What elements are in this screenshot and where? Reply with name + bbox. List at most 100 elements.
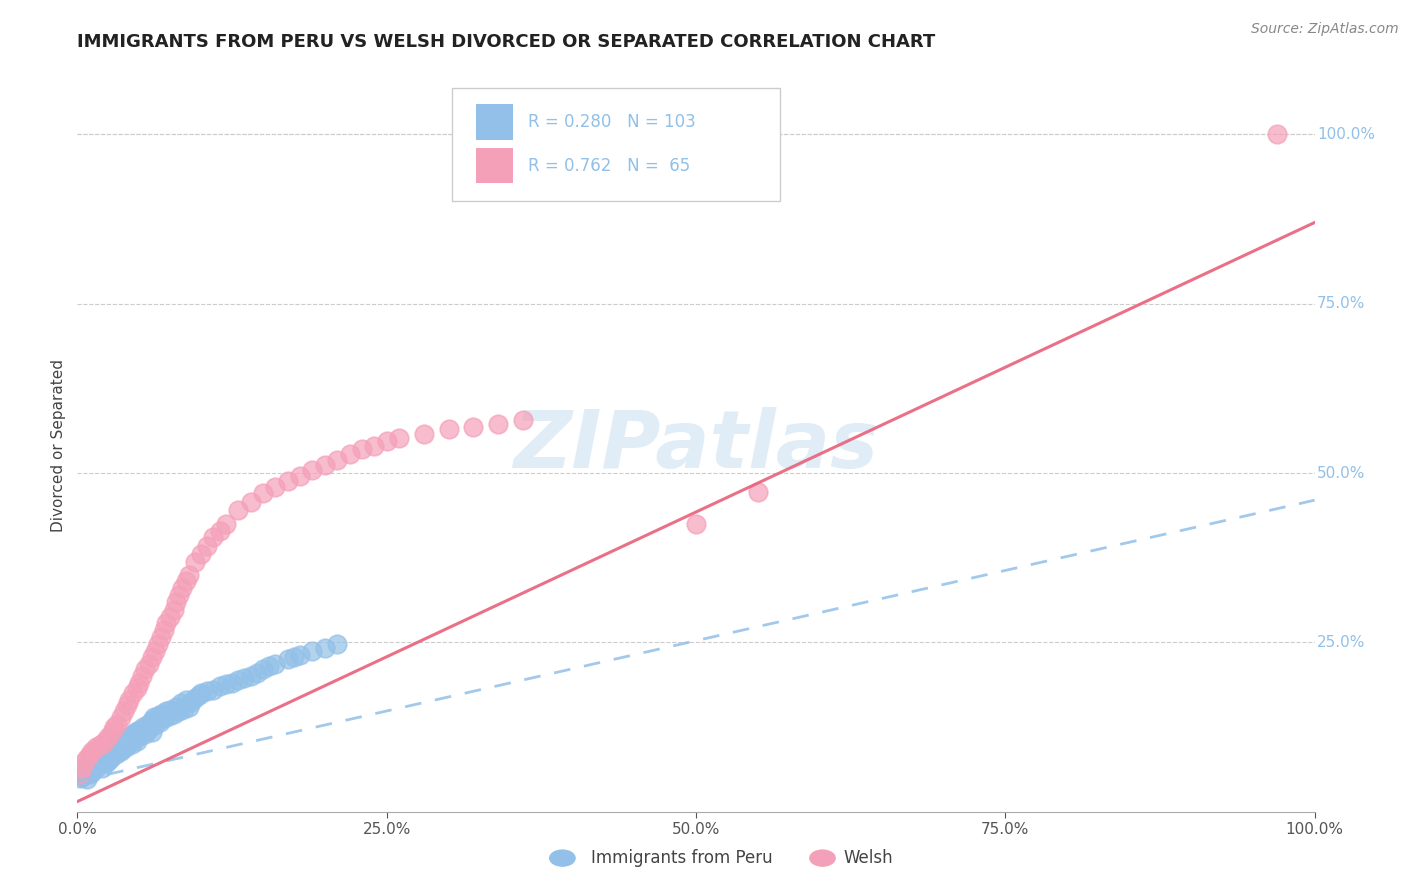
Point: [288, 469, 311, 483]
Point: [132, 720, 155, 734]
Point: [105, 740, 128, 755]
Point: [89, 754, 111, 768]
Point: [136, 723, 159, 738]
Point: [114, 740, 136, 755]
Point: [122, 686, 145, 700]
Point: [233, 671, 256, 685]
Point: [125, 733, 148, 747]
Point: [685, 516, 707, 531]
Point: [138, 716, 160, 731]
Point: [124, 724, 146, 739]
Text: Immigrants from Peru: Immigrants from Peru: [591, 849, 772, 867]
Point: [115, 730, 138, 744]
Point: [437, 422, 460, 436]
Point: [150, 706, 173, 721]
Point: [118, 733, 141, 747]
Point: [131, 669, 153, 683]
Point: [122, 731, 145, 746]
Point: [122, 727, 145, 741]
Text: 50.0%: 50.0%: [1317, 466, 1365, 481]
Point: [301, 463, 323, 477]
Point: [143, 643, 166, 657]
Point: [82, 765, 104, 780]
Point: [363, 439, 385, 453]
Text: 100.0%: 100.0%: [1317, 127, 1375, 142]
Point: [105, 716, 128, 731]
Point: [146, 708, 169, 723]
Point: [221, 676, 243, 690]
Point: [190, 547, 212, 561]
Point: [69, 767, 91, 781]
Point: [97, 730, 120, 744]
Point: [110, 744, 132, 758]
Point: [86, 750, 108, 764]
Point: [350, 442, 373, 457]
Point: [72, 765, 94, 780]
Point: [195, 539, 218, 553]
Point: [155, 705, 177, 719]
Point: [208, 680, 231, 694]
Point: [159, 703, 181, 717]
Point: [138, 657, 160, 671]
Point: [134, 663, 156, 677]
Point: [96, 744, 118, 758]
Point: [84, 761, 107, 775]
Point: [215, 677, 238, 691]
Point: [111, 742, 134, 756]
Point: [72, 761, 94, 775]
Point: [97, 747, 120, 761]
Point: [153, 624, 176, 638]
Point: [187, 688, 209, 702]
Point: [131, 724, 153, 739]
Point: [76, 772, 98, 787]
Point: [177, 699, 200, 714]
Point: [79, 750, 101, 764]
Point: [103, 745, 125, 759]
Point: [103, 720, 125, 734]
Point: [103, 737, 125, 751]
Point: [93, 733, 115, 747]
Point: [326, 452, 349, 467]
Point: [87, 757, 110, 772]
Point: [128, 729, 150, 743]
Point: [149, 715, 172, 730]
Point: [314, 458, 336, 472]
Point: [252, 663, 274, 677]
Point: [93, 752, 115, 766]
Point: [82, 744, 104, 758]
Point: [165, 595, 187, 609]
Point: [246, 665, 269, 680]
Point: [98, 742, 121, 756]
Point: [84, 752, 107, 766]
Point: [128, 676, 150, 690]
Point: [326, 637, 349, 651]
Point: [239, 669, 262, 683]
Point: [118, 693, 141, 707]
Point: [153, 711, 176, 725]
Point: [84, 740, 107, 755]
Point: [90, 749, 112, 764]
Point: [208, 524, 231, 538]
Point: [226, 673, 249, 687]
Point: [108, 739, 131, 753]
Point: [184, 556, 207, 570]
Point: [82, 758, 104, 772]
Point: [91, 761, 114, 775]
Point: [112, 705, 135, 719]
Point: [167, 705, 190, 719]
Point: [76, 750, 98, 764]
Point: [512, 413, 534, 427]
Point: [170, 697, 193, 711]
Point: [110, 733, 132, 747]
Point: [73, 764, 96, 778]
Point: [139, 720, 162, 734]
Point: [252, 486, 274, 500]
Point: [73, 754, 96, 768]
Point: [174, 693, 197, 707]
Point: [101, 724, 124, 739]
Point: [159, 609, 181, 624]
Point: [80, 763, 103, 777]
Point: [277, 474, 299, 488]
Point: [283, 650, 305, 665]
Point: [167, 588, 190, 602]
